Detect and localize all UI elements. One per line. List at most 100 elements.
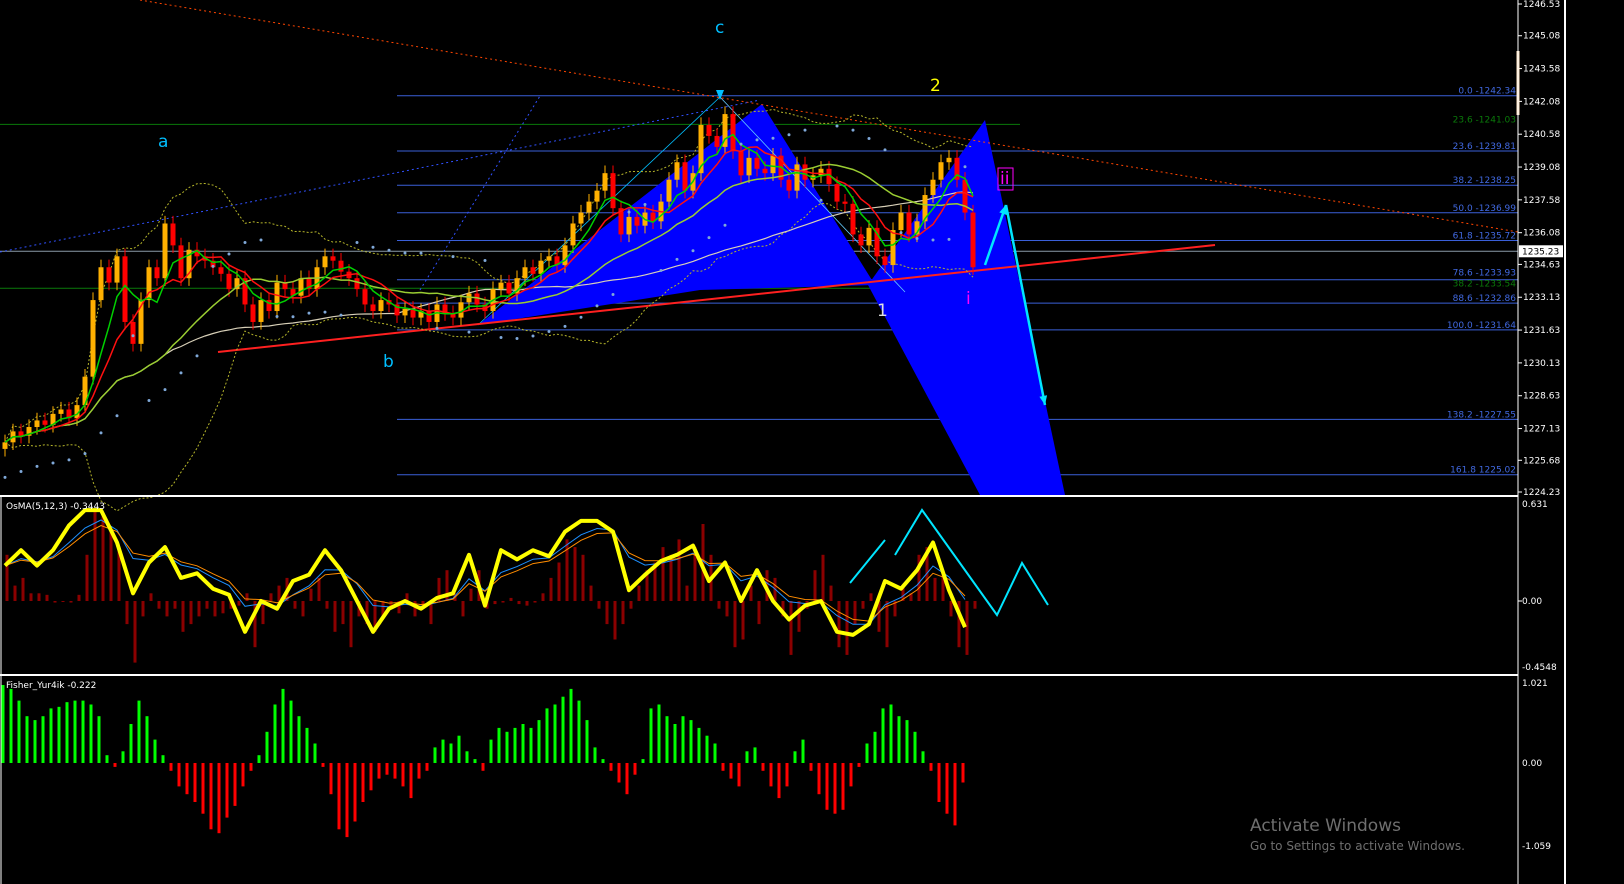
support-trendline[interactable] (217, 244, 1216, 353)
candle[interactable] (162, 215, 168, 286)
candle[interactable] (74, 397, 80, 426)
candle[interactable] (826, 161, 832, 192)
candle[interactable] (322, 248, 328, 275)
candle[interactable] (970, 204, 976, 275)
candle[interactable] (922, 187, 928, 229)
harmonic-pattern-bcd[interactable] (868, 120, 1065, 495)
candle[interactable] (18, 423, 24, 444)
candle[interactable] (890, 222, 896, 273)
candle[interactable] (706, 117, 712, 144)
candle[interactable] (178, 237, 184, 286)
candle[interactable] (698, 117, 704, 181)
osma-projection-arrow[interactable] (849, 539, 886, 584)
candle[interactable] (410, 301, 416, 326)
candle[interactable] (618, 200, 624, 243)
candle[interactable] (602, 165, 608, 199)
candle[interactable] (938, 154, 944, 188)
candle[interactable] (2, 434, 8, 457)
candle[interactable] (98, 259, 104, 308)
candle[interactable] (674, 154, 680, 188)
candle[interactable] (882, 248, 888, 273)
candle[interactable] (578, 204, 584, 232)
candle[interactable] (666, 172, 672, 210)
candle[interactable] (306, 270, 312, 297)
candle[interactable] (514, 270, 520, 302)
candle[interactable] (906, 204, 912, 243)
candle[interactable] (442, 296, 448, 321)
candle[interactable] (418, 303, 424, 326)
resistance-trendline[interactable] (139, 0, 1519, 233)
candle[interactable] (114, 248, 120, 291)
candle[interactable] (90, 292, 96, 385)
candle[interactable] (570, 215, 576, 254)
candle[interactable] (546, 248, 552, 269)
candle[interactable] (746, 150, 752, 184)
candle[interactable] (874, 220, 880, 264)
candle[interactable] (850, 196, 856, 243)
channel-trendline[interactable] (0, 99, 761, 253)
candle[interactable] (226, 266, 232, 297)
candle[interactable] (218, 259, 224, 282)
candle[interactable] (946, 150, 952, 170)
channel-trendline[interactable] (419, 95, 541, 291)
fisher-pane[interactable]: 1.021 0.00 -1.059 (1, 679, 1552, 852)
candle[interactable] (146, 259, 152, 308)
candle[interactable] (26, 419, 32, 444)
candle[interactable] (122, 248, 128, 330)
candle[interactable] (722, 106, 728, 155)
candle[interactable] (290, 281, 296, 304)
candle[interactable] (858, 226, 864, 254)
harmonic-pattern-xab[interactable] (478, 104, 875, 325)
candle[interactable] (338, 253, 344, 280)
candle[interactable] (194, 242, 200, 264)
candle[interactable] (234, 270, 240, 297)
candle[interactable] (42, 412, 48, 433)
candle[interactable] (354, 270, 360, 297)
price-pane[interactable]: 1246.53 1245.08 1243.58 1242.08 1240.58 1239.… (0, 0, 1563, 512)
candle[interactable] (282, 274, 288, 297)
candle[interactable] (786, 172, 792, 199)
candle[interactable] (738, 143, 744, 184)
projection-arrow-down[interactable] (1004, 204, 1047, 406)
candle[interactable] (106, 259, 112, 291)
candle[interactable] (770, 147, 776, 181)
candle[interactable] (530, 259, 536, 282)
projection-arrow-up[interactable] (983, 204, 1008, 266)
candle[interactable] (242, 270, 248, 313)
candle[interactable] (866, 220, 872, 254)
candle[interactable] (458, 294, 464, 326)
candle[interactable] (650, 204, 656, 229)
candle[interactable] (554, 248, 560, 273)
candle[interactable] (802, 156, 808, 188)
candle[interactable] (498, 274, 504, 297)
candle[interactable] (274, 274, 280, 319)
candle[interactable] (610, 165, 616, 216)
candle[interactable] (426, 303, 432, 330)
candle[interactable] (186, 242, 192, 286)
candle[interactable] (250, 296, 256, 330)
candle[interactable] (586, 193, 592, 221)
candle[interactable] (538, 253, 544, 282)
osma-pane[interactable]: 0.631 0.00 -0.4548 (3, 500, 1557, 673)
candle[interactable] (154, 259, 160, 286)
candle[interactable] (594, 183, 600, 210)
candle[interactable] (170, 215, 176, 254)
candle[interactable] (930, 172, 936, 203)
candle[interactable] (130, 314, 136, 352)
candle[interactable] (842, 193, 848, 212)
candle[interactable] (474, 285, 480, 313)
candle[interactable] (210, 253, 216, 275)
candle[interactable] (266, 292, 272, 319)
osma-projection-zigzag[interactable] (894, 508, 1049, 617)
candle[interactable] (370, 296, 376, 319)
candle[interactable] (794, 156, 800, 199)
candle[interactable] (394, 296, 400, 324)
candle[interactable] (626, 209, 632, 243)
candle[interactable] (330, 248, 336, 269)
candle[interactable] (138, 292, 144, 352)
candle[interactable] (634, 209, 640, 234)
candle[interactable] (450, 305, 456, 326)
candle[interactable] (954, 150, 960, 188)
candle[interactable] (402, 301, 408, 324)
